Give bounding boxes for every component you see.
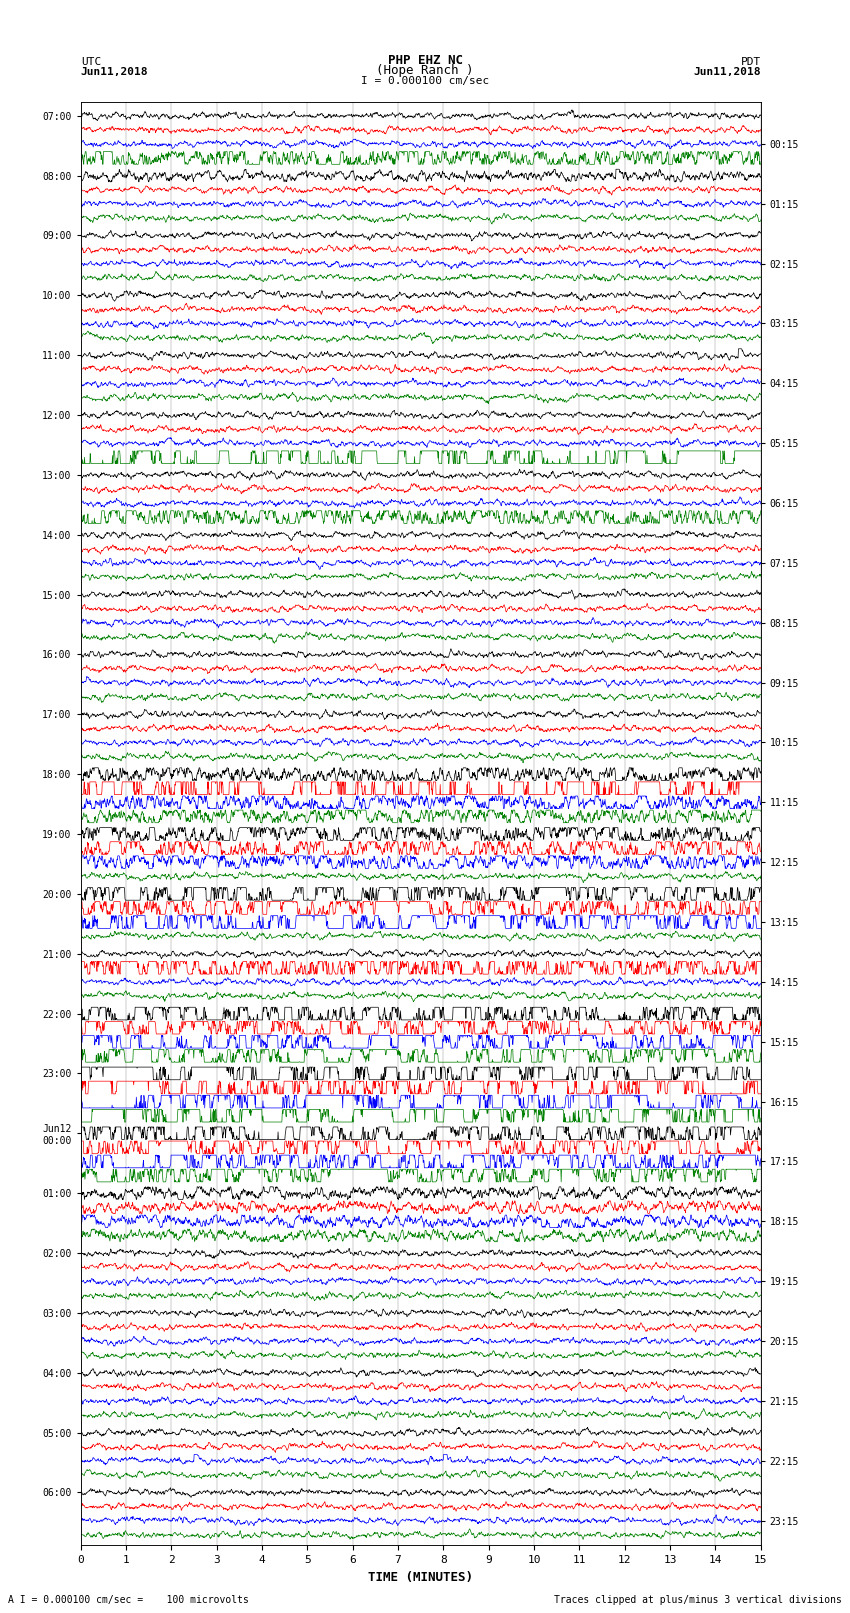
Text: PHP EHZ NC: PHP EHZ NC [388,53,462,66]
Text: (Hope Ranch ): (Hope Ranch ) [377,63,473,77]
Text: PDT: PDT [740,56,761,66]
Text: Traces clipped at plus/minus 3 vertical divisions: Traces clipped at plus/minus 3 vertical … [553,1595,842,1605]
Text: I = 0.000100 cm/sec: I = 0.000100 cm/sec [361,76,489,85]
Text: Jun11,2018: Jun11,2018 [81,66,148,77]
X-axis label: TIME (MINUTES): TIME (MINUTES) [368,1571,473,1584]
Text: Jun11,2018: Jun11,2018 [694,66,761,77]
Text: UTC: UTC [81,56,101,66]
Text: A I = 0.000100 cm/sec =    100 microvolts: A I = 0.000100 cm/sec = 100 microvolts [8,1595,249,1605]
